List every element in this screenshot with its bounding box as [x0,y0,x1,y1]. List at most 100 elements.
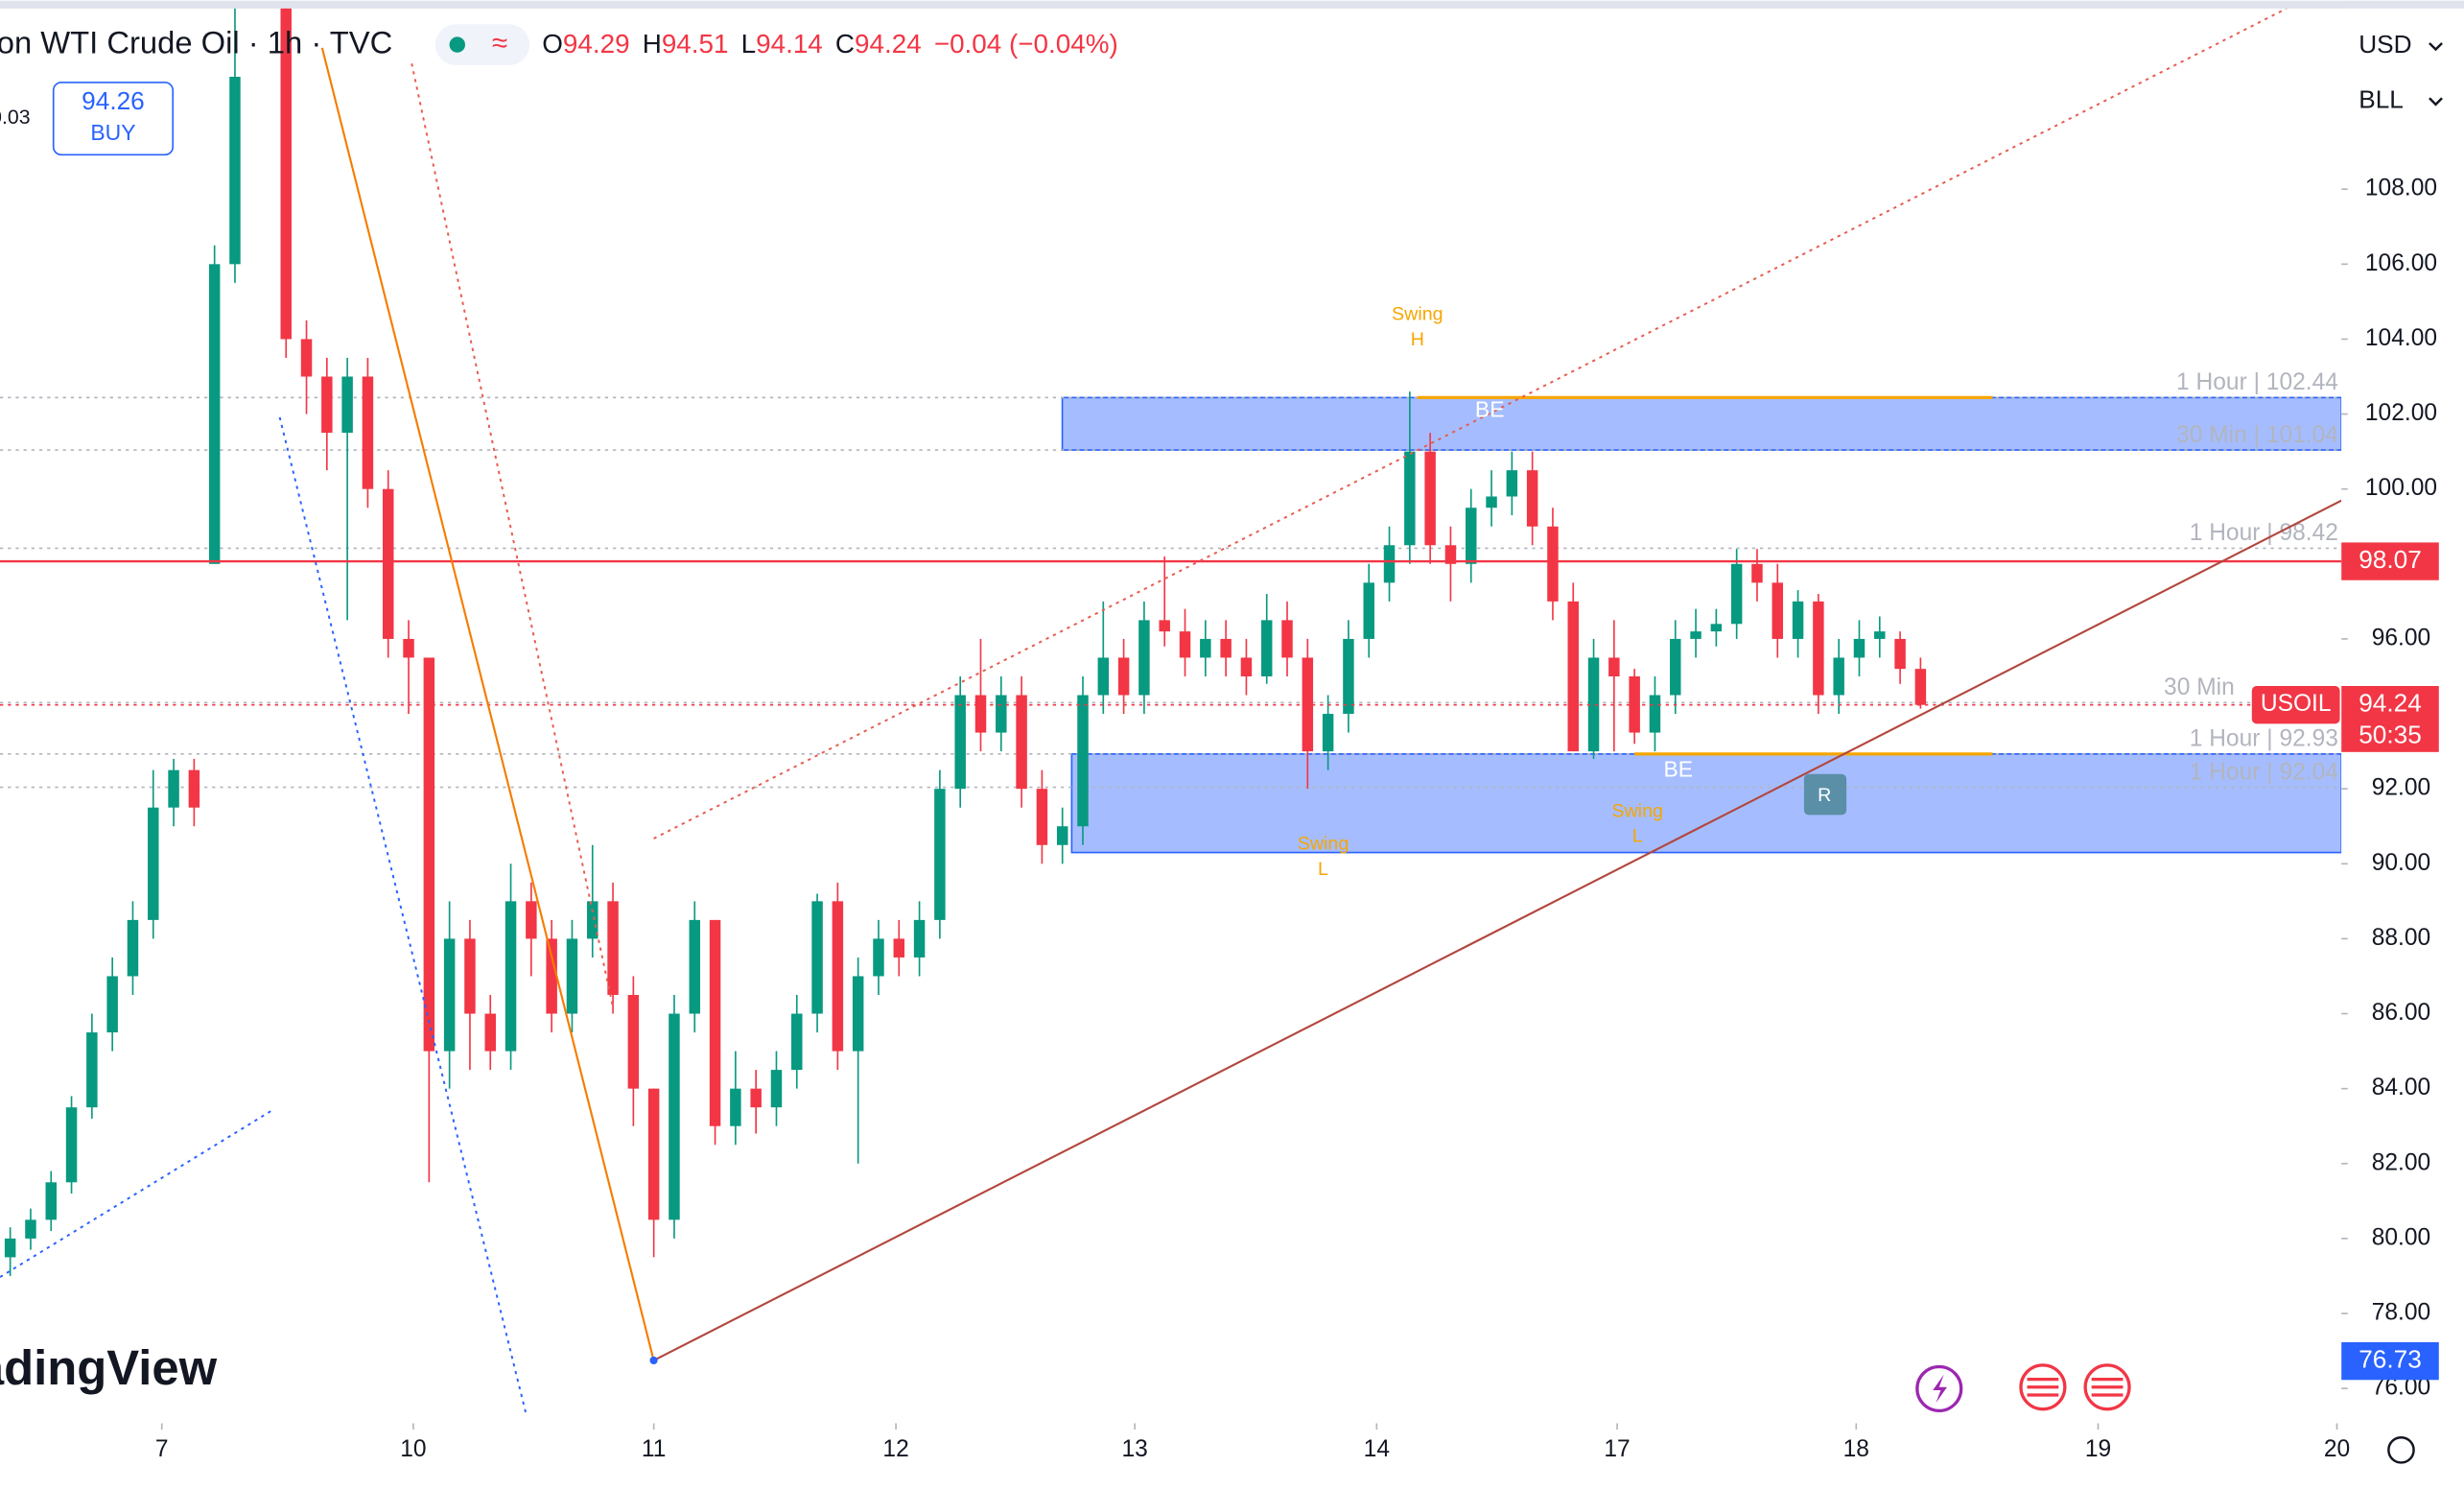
candle-body [750,1088,762,1108]
candle-body [770,1070,783,1108]
price-marker-label: 98.07 [2358,545,2422,574]
candle-body [280,8,292,340]
candle-body [1200,638,1211,658]
y-tick-label: 96.00 [2372,625,2430,650]
legend-change: −0.04 (−0.04%) [934,30,1118,59]
x-tick-label: 19 [2085,1436,2111,1462]
settings-icon[interactable] [2387,1435,2415,1464]
candle-body [1240,657,1253,676]
channel-line [0,1109,272,1278]
candle-body [1343,638,1354,715]
level-label: 1 Hour | 92.04 [2190,759,2338,785]
candle-body [1649,695,1661,733]
candle-body [566,938,578,1014]
price-marker [2341,542,2439,580]
y-tick-label: 92.00 [2372,775,2430,801]
candle-body [1547,526,1559,602]
candle-body [1302,657,1314,752]
lightning-icon[interactable] [1915,1364,1963,1412]
y-tick-label: 88.00 [2372,925,2430,951]
trend-line [320,47,655,1361]
annotations: Swing H Swing L Swing L BE BE R [1298,304,1847,880]
candle-body [587,901,598,939]
chevron [2429,42,2443,52]
candle-body [546,938,557,1014]
currency-select[interactable] [2347,19,2452,70]
y-tick-label: 82.00 [2372,1149,2430,1175]
candle-body [934,789,946,920]
be-label: BE [1475,396,1505,421]
top-border [0,0,2464,9]
candle-body [1526,470,1538,527]
candle-body [1833,657,1844,696]
candle-body [1772,582,1784,639]
symbol-label: USOIL [2261,691,2332,717]
legend-value: 94.24 [855,30,922,59]
candle-body [1608,657,1620,676]
candle-body [1853,638,1866,658]
level-label: 30 Min | 101.04 [2176,422,2338,448]
candle-body [383,488,394,639]
candle-body [730,1088,741,1126]
candle-body [1159,620,1170,632]
anchor-point [649,1356,658,1365]
candle-body [148,807,159,920]
flag-stripes [2027,1377,2124,1397]
candle-body [45,1182,57,1220]
candle-body [1036,789,1048,845]
r-label: R [1818,785,1831,806]
candle-body [627,995,640,1089]
candle-body [974,695,987,733]
x-tick-label: 7 [155,1436,169,1462]
y-tick-label: 104.00 [2365,325,2437,351]
y-tick-label: 78.00 [2372,1300,2430,1326]
candle-body [1567,601,1579,752]
buy-price: 94.26 [82,86,145,115]
level-label: 1 Hour | 102.44 [2176,369,2338,395]
price-marker [2341,686,2439,752]
candle-body [607,901,619,996]
candle-body [1404,451,1416,546]
level-label: 1 Hour | 92.93 [2190,726,2338,752]
candle-body [505,901,517,1052]
candle-body [1281,620,1293,658]
legend-key: C [835,30,855,59]
r-badge [1803,773,1847,816]
candle-body [954,695,966,790]
header: on WTI Crude Oil · 1h · TVC ≈ O94.29 H94.… [0,24,1118,1395]
legend-value: 94.29 [563,30,630,59]
candle-body [464,938,476,1014]
candle-body [1138,620,1150,696]
candle-body [1587,657,1600,752]
lightning-glyph [1933,1374,1947,1404]
y-tick-label: 102.00 [2365,400,2437,426]
candle-body [1710,624,1723,632]
candle-body [1730,563,1743,625]
price-marker [2341,1341,2439,1381]
candle-body [873,938,884,977]
candle-body [423,657,435,1052]
candle-body [65,1107,78,1183]
candle-body [1097,657,1110,696]
x-tick-label: 12 [882,1436,908,1462]
buy-button[interactable] [52,82,175,156]
candle-body [526,901,537,939]
legend-key: O [542,30,563,59]
candle-body [1056,826,1068,845]
candle-body [362,376,374,489]
logo: TradingView [0,1340,218,1395]
order-block [1061,396,2342,451]
channel-line [653,8,2288,840]
x-tick-label: 18 [1843,1436,1869,1462]
candle-body [647,1088,660,1220]
candle-body [811,901,823,1014]
candle-body [1914,669,1927,705]
candle-body [208,264,221,564]
candle-body [1444,545,1457,564]
candle-body [893,938,905,958]
candle-body [1466,508,1477,564]
candle-body [1424,451,1436,546]
swing-label: Swing [1298,834,1349,855]
candle-body [443,938,456,1052]
